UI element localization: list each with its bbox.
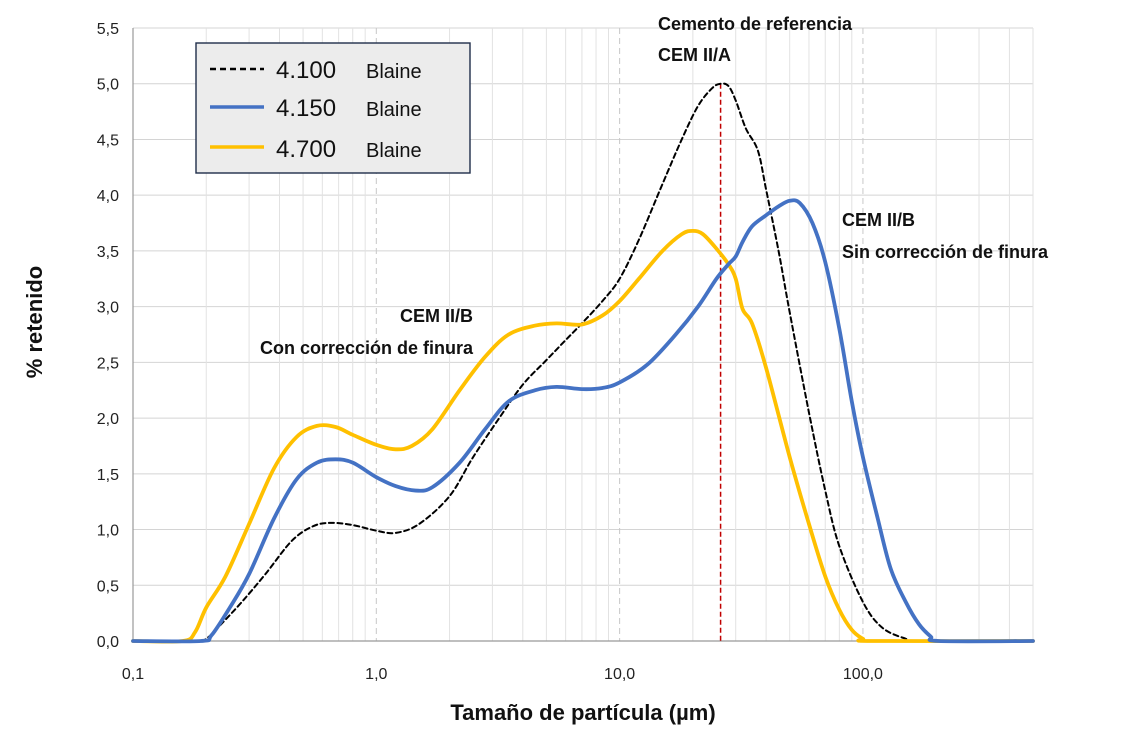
x-tick-label: 1,0 xyxy=(365,666,387,683)
x-tick-label: 10,0 xyxy=(604,666,635,683)
legend: 4.100 Blaine 4.150 Blaine 4.700 Blaine xyxy=(195,42,471,174)
y-tick-label: 1,0 xyxy=(97,523,119,540)
x-tick-label: 100,0 xyxy=(843,666,883,683)
legend-unit-4100: Blaine xyxy=(366,61,422,83)
y-tick-label: 5,0 xyxy=(97,77,119,94)
series-line-4150 xyxy=(131,198,1035,644)
annotation-cem-iib-correction-line-2: Con corrección de finura xyxy=(260,338,474,358)
legend-entry-4150: 4.150 Blaine xyxy=(210,95,422,122)
legend-entry-4700: 4.700 Blaine xyxy=(210,136,422,163)
annotation-reference-cement-line-1: Cemento de referencia xyxy=(658,14,853,34)
series-line-4700 xyxy=(131,228,1035,644)
legend-value-4100: 4.100 xyxy=(276,57,336,84)
x-tick-labels: 0,1 1,0 10,0 100,0 xyxy=(122,666,883,683)
annotation-cem-iib-no-correction-line-1: CEM II/B xyxy=(842,210,915,230)
legend-unit-4150: Blaine xyxy=(366,99,422,121)
y-tick-label: 3,5 xyxy=(97,244,119,261)
legend-value-4150: 4.150 xyxy=(276,95,336,122)
y-tick-label: 4,0 xyxy=(97,188,119,205)
y-tick-label: 1,5 xyxy=(97,467,119,484)
x-tick-label: 0,1 xyxy=(122,666,144,683)
y-tick-labels: 0,0 0,5 1,0 1,5 2,0 2,5 3,0 3,5 4,0 4,5 5,0 5,5 xyxy=(97,21,119,651)
y-tick-label: 0,5 xyxy=(97,578,119,595)
y-tick-label: 0,0 xyxy=(97,634,119,651)
annotation-cem-iib-no-correction-line-2: Sin corrección de finura xyxy=(842,242,1049,262)
series-group xyxy=(131,82,1035,644)
annotation-reference-cement-line-2: CEM II/A xyxy=(658,45,731,65)
y-tick-label: 4,5 xyxy=(97,132,119,149)
legend-value-4700: 4.700 xyxy=(276,136,336,163)
y-tick-label: 2,0 xyxy=(97,411,119,428)
y-tick-label: 5,5 xyxy=(97,21,119,38)
annotation-cem-iib-correction-line-1: CEM II/B xyxy=(400,306,473,326)
y-tick-label: 3,0 xyxy=(97,300,119,317)
y-tick-label: 2,5 xyxy=(97,355,119,372)
legend-entry-4100: 4.100 Blaine xyxy=(210,57,422,84)
x-axis-title: Tamaño de partícula (µm) xyxy=(450,700,715,725)
legend-unit-4700: Blaine xyxy=(366,140,422,162)
y-axis-title: % retenido xyxy=(22,266,47,378)
series-line-4100 xyxy=(132,82,1034,643)
